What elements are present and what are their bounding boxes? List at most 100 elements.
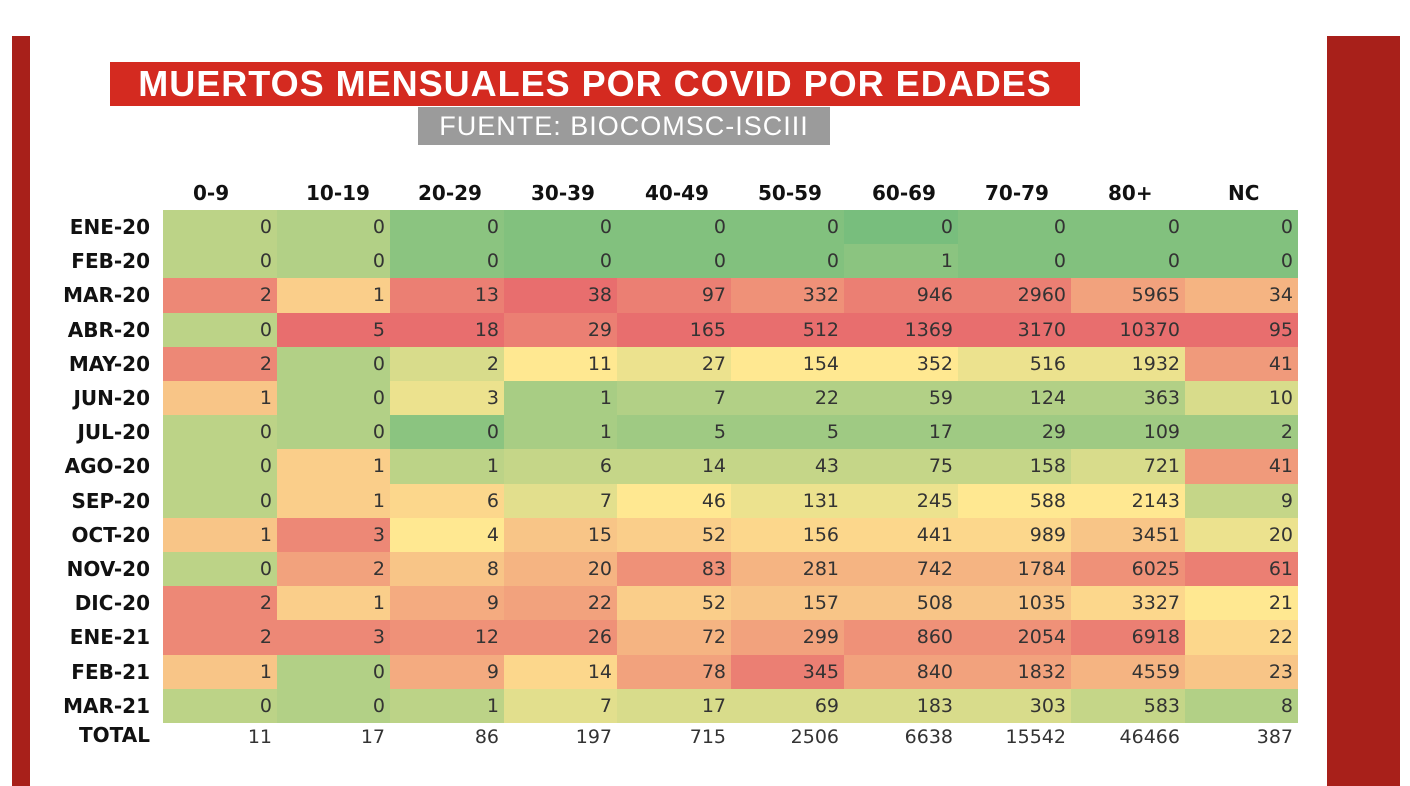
cell-oct-20-0-9: 1	[163, 518, 277, 552]
column-header-70-79: 70-79	[985, 181, 1049, 205]
cell-sep-20-80plus: 2143	[1071, 484, 1185, 518]
cell-ago-20-80plus: 721	[1071, 449, 1185, 484]
cell-jul-20-50-59: 5	[731, 415, 844, 449]
cell-nov-20-40-49: 83	[617, 552, 731, 586]
column-header-50-59: 50-59	[758, 181, 822, 205]
cell-sep-20-70-79: 588	[958, 484, 1071, 518]
cell-dic-20-80plus: 3327	[1071, 586, 1185, 620]
cell-abr-20-NC: 95	[1185, 313, 1298, 347]
cell-ene-21-70-79: 2054	[958, 620, 1071, 655]
cell-feb-20-NC: 0	[1185, 244, 1298, 278]
cell-feb-21-20-29: 9	[390, 655, 504, 689]
cell-ene-20-NC: 0	[1185, 210, 1298, 244]
cell-may-20-50-59: 154	[731, 347, 844, 381]
cell-dic-20-70-79: 1035	[958, 586, 1071, 620]
row-label-ene-21: ENE-21	[69, 625, 150, 649]
cell-feb-20-80plus: 0	[1071, 244, 1185, 278]
row-label-dic-20: DIC-20	[74, 591, 150, 615]
row-label-oct-20: OCT-20	[71, 523, 150, 547]
total-10-19: 17	[360, 726, 385, 748]
cell-mar-20-NC: 34	[1185, 278, 1298, 313]
cell-dic-20-0-9: 2	[163, 586, 277, 620]
cell-sep-20-60-69: 245	[844, 484, 958, 518]
cell-dic-20-10-19: 1	[277, 586, 390, 620]
cell-jun-20-80plus: 363	[1071, 381, 1185, 415]
column-header-40-49: 40-49	[645, 181, 709, 205]
column-header-60-69: 60-69	[872, 181, 936, 205]
cell-abr-20-80plus: 10370	[1071, 313, 1185, 347]
cell-feb-20-20-29: 0	[390, 244, 504, 278]
cell-sep-20-30-39: 7	[504, 484, 617, 518]
cell-dic-20-50-59: 157	[731, 586, 844, 620]
cell-mar-20-80plus: 5965	[1071, 278, 1185, 313]
cell-abr-20-0-9: 0	[163, 313, 277, 347]
cell-ene-20-30-39: 0	[504, 210, 617, 244]
cell-ene-21-30-39: 26	[504, 620, 617, 655]
cell-abr-20-40-49: 165	[617, 313, 731, 347]
cell-feb-21-70-79: 1832	[958, 655, 1071, 689]
cell-feb-20-10-19: 0	[277, 244, 390, 278]
cell-abr-20-60-69: 1369	[844, 313, 958, 347]
cell-ene-20-50-59: 0	[731, 210, 844, 244]
cell-nov-20-70-79: 1784	[958, 552, 1071, 586]
cell-ago-20-10-19: 1	[277, 449, 390, 484]
cell-jun-20-50-59: 22	[731, 381, 844, 415]
cell-sep-20-NC: 9	[1185, 484, 1298, 518]
cell-feb-20-30-39: 0	[504, 244, 617, 278]
cell-abr-20-50-59: 512	[731, 313, 844, 347]
cell-mar-20-50-59: 332	[731, 278, 844, 313]
cell-feb-21-50-59: 345	[731, 655, 844, 689]
cell-feb-21-NC: 23	[1185, 655, 1298, 689]
cell-abr-20-20-29: 18	[390, 313, 504, 347]
total-80plus: 46466	[1119, 726, 1180, 748]
cell-mar-21-20-29: 1	[390, 689, 504, 723]
cell-mar-20-10-19: 1	[277, 278, 390, 313]
cell-may-20-0-9: 2	[163, 347, 277, 381]
column-header-10-19: 10-19	[306, 181, 370, 205]
cell-may-20-70-79: 516	[958, 347, 1071, 381]
cell-oct-20-50-59: 156	[731, 518, 844, 552]
cell-ago-20-60-69: 75	[844, 449, 958, 484]
cell-ago-20-NC: 41	[1185, 449, 1298, 484]
cell-feb-20-70-79: 0	[958, 244, 1071, 278]
cell-jul-20-60-69: 17	[844, 415, 958, 449]
row-label-total: TOTAL	[79, 723, 150, 747]
cell-ene-20-10-19: 0	[277, 210, 390, 244]
row-label-feb-21: FEB-21	[71, 660, 150, 684]
cell-feb-20-60-69: 1	[844, 244, 958, 278]
cell-jun-20-70-79: 124	[958, 381, 1071, 415]
column-header-30-39: 30-39	[531, 181, 595, 205]
cell-ago-20-70-79: 158	[958, 449, 1071, 484]
cell-feb-21-60-69: 840	[844, 655, 958, 689]
cell-may-20-NC: 41	[1185, 347, 1298, 381]
cell-ago-20-30-39: 6	[504, 449, 617, 484]
cell-mar-20-0-9: 2	[163, 278, 277, 313]
cell-mar-21-50-59: 69	[731, 689, 844, 723]
total-40-49: 715	[689, 726, 726, 748]
total-50-59: 2506	[790, 726, 839, 748]
cell-mar-21-0-9: 0	[163, 689, 277, 723]
cell-ene-21-60-69: 860	[844, 620, 958, 655]
cell-ene-21-50-59: 299	[731, 620, 844, 655]
cell-jul-20-0-9: 0	[163, 415, 277, 449]
cell-feb-21-30-39: 14	[504, 655, 617, 689]
cell-nov-20-30-39: 20	[504, 552, 617, 586]
total-20-29: 86	[474, 726, 499, 748]
row-label-may-20: MAY-20	[68, 352, 150, 376]
cell-nov-20-60-69: 742	[844, 552, 958, 586]
column-header-20-29: 20-29	[418, 181, 482, 205]
cell-sep-20-20-29: 6	[390, 484, 504, 518]
cell-sep-20-10-19: 1	[277, 484, 390, 518]
cell-ene-20-80plus: 0	[1071, 210, 1185, 244]
cell-feb-21-10-19: 0	[277, 655, 390, 689]
left-red-border	[12, 36, 30, 786]
cell-feb-20-0-9: 0	[163, 244, 277, 278]
cell-mar-21-10-19: 0	[277, 689, 390, 723]
cell-jun-20-60-69: 59	[844, 381, 958, 415]
cell-nov-20-80plus: 6025	[1071, 552, 1185, 586]
cell-dic-20-30-39: 22	[504, 586, 617, 620]
cell-jul-20-20-29: 0	[390, 415, 504, 449]
cell-jun-20-0-9: 1	[163, 381, 277, 415]
row-label-jun-20: JUN-20	[73, 386, 150, 410]
cell-nov-20-10-19: 2	[277, 552, 390, 586]
